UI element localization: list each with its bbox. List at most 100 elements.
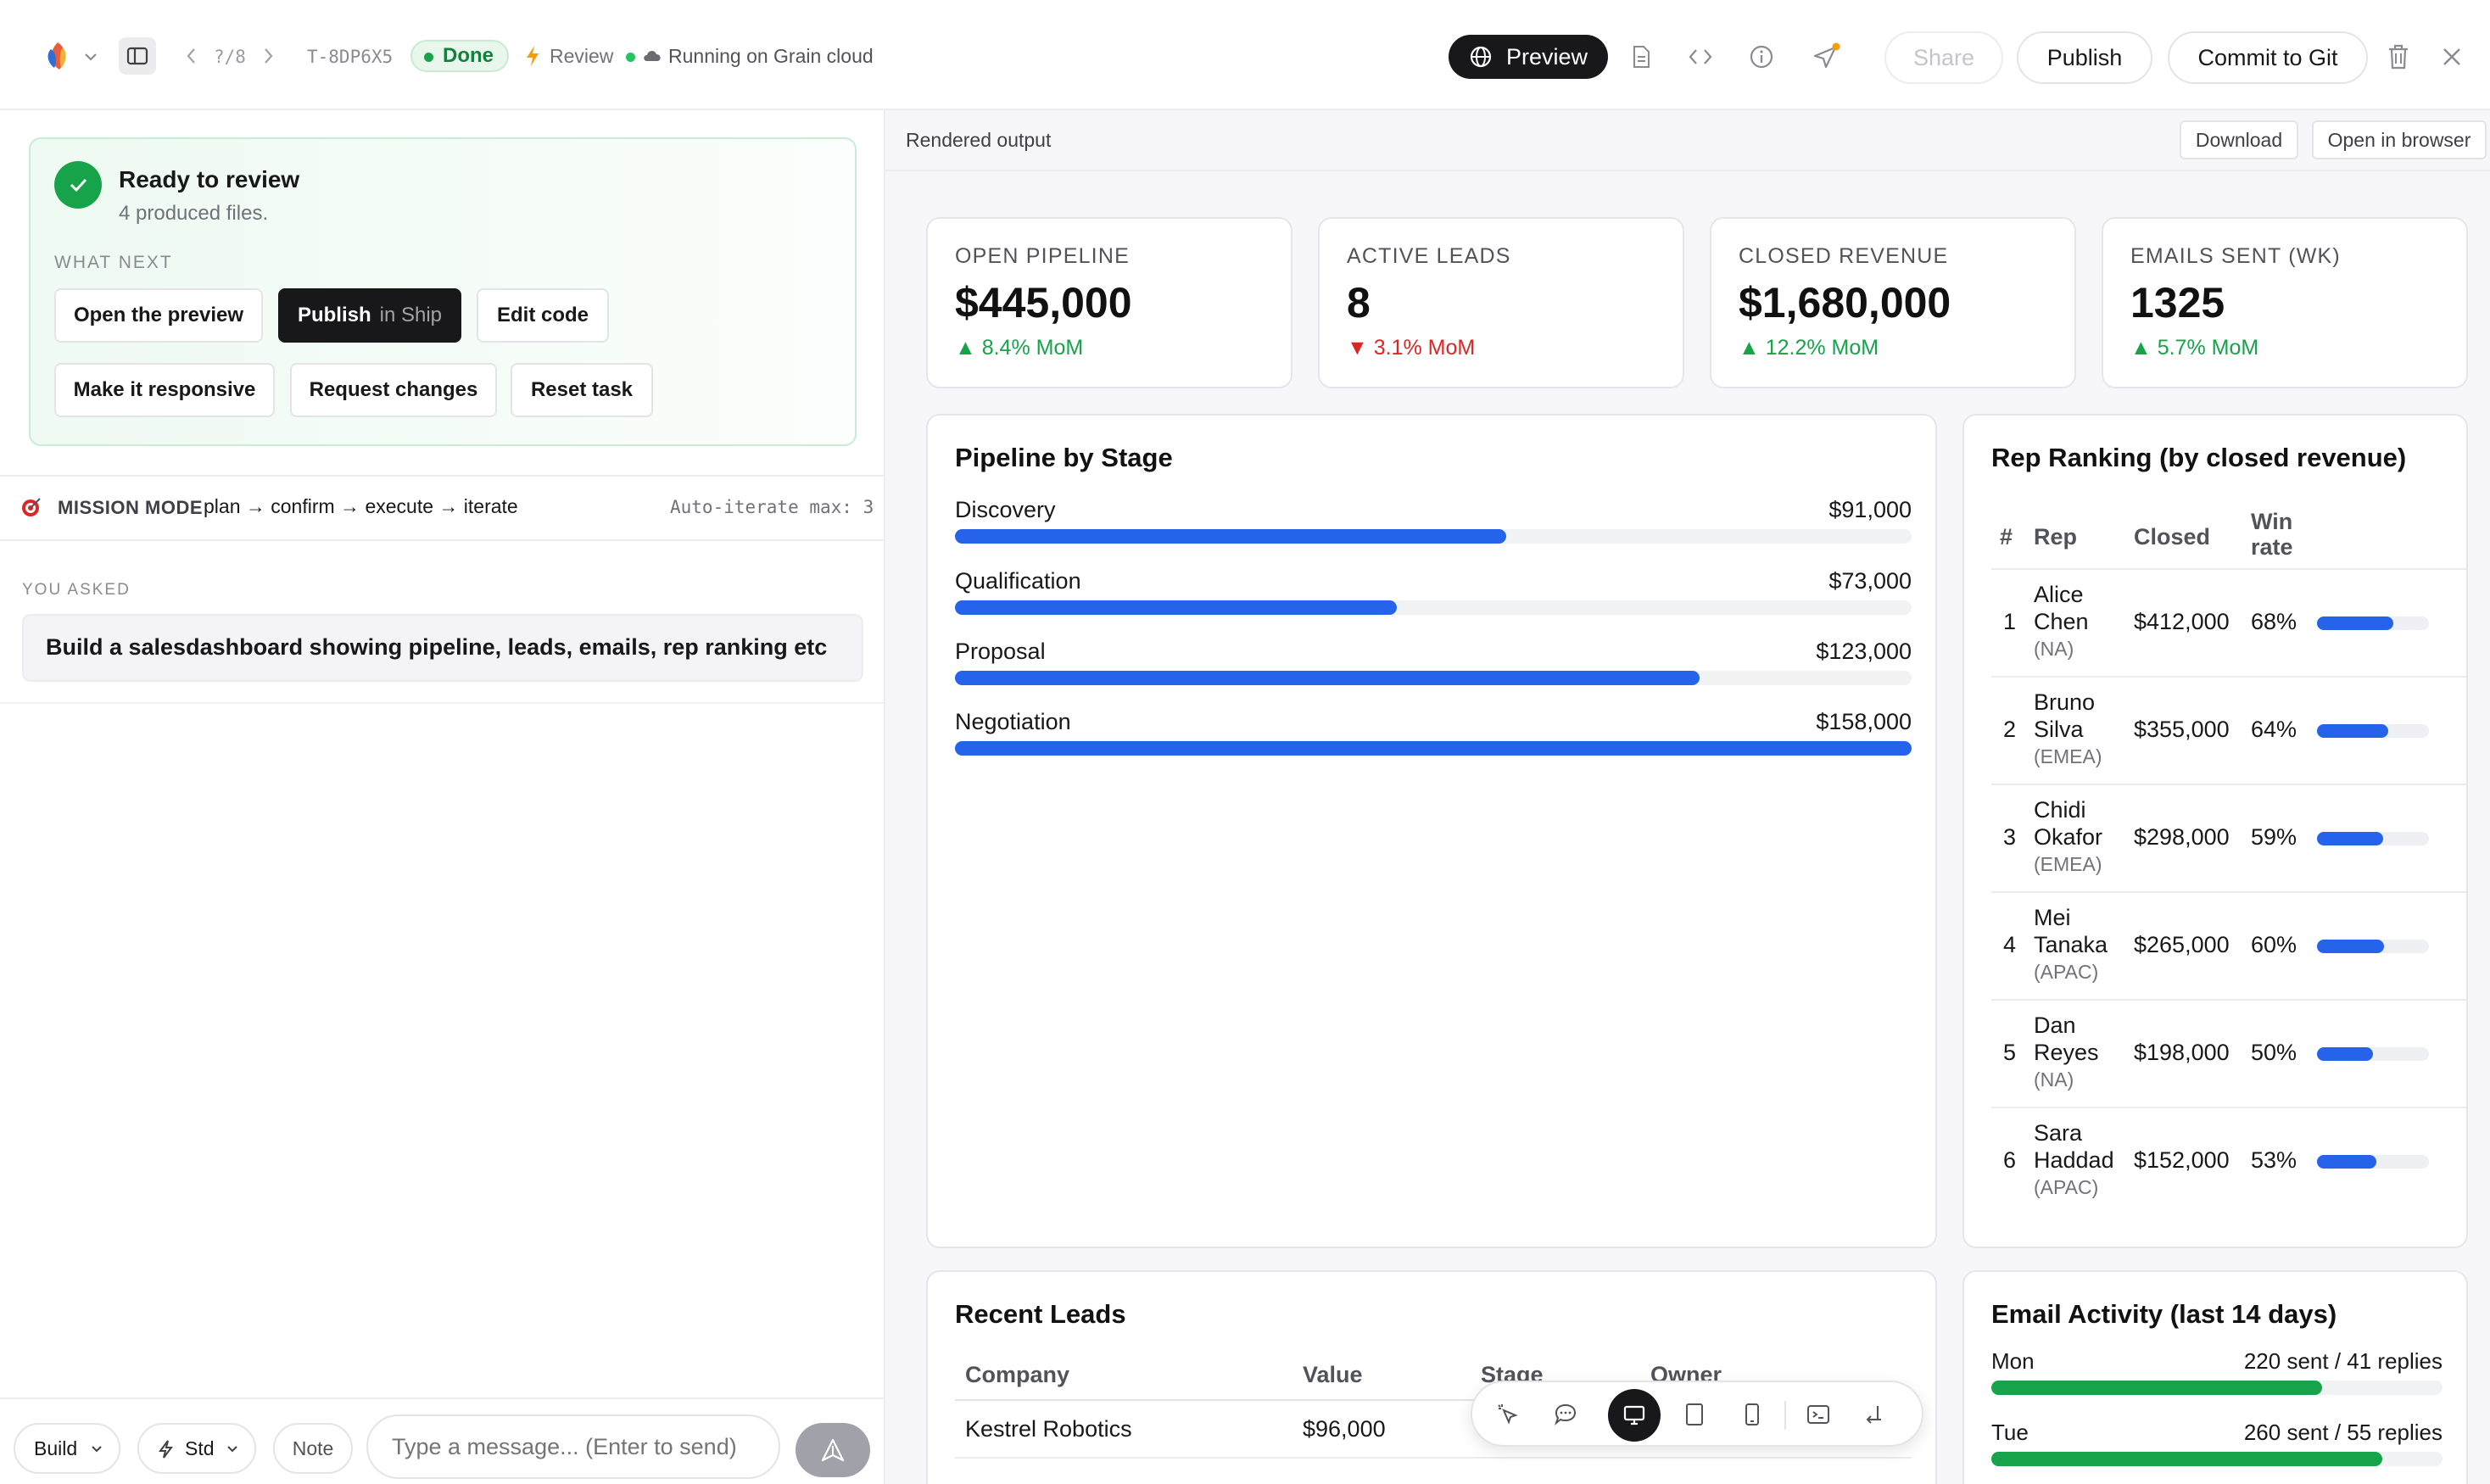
- preview-header: Rendered output Download Open in browser: [885, 110, 2490, 171]
- next-task-icon[interactable]: [258, 46, 278, 66]
- win-rate-track: [2317, 1155, 2429, 1169]
- rep-closed: $265,000: [2134, 932, 2230, 957]
- up-arrow-icon: ▲: [2130, 336, 2152, 360]
- top-bar: ?/8 T-8DP6X5 Done Review Running on Grai…: [0, 0, 2490, 110]
- mission-flow: plan → confirm → execute → iterate: [204, 495, 518, 517]
- rep-region: (NA): [2034, 1068, 2074, 1091]
- you-asked-label: YOU ASKED: [22, 581, 131, 599]
- lead-value: $96,000: [1303, 1416, 1386, 1442]
- info-icon[interactable]: [1747, 42, 1776, 71]
- rep-first-name: Alice: [2034, 582, 2084, 607]
- commit-to-git-button[interactable]: Commit to Git: [2168, 31, 2368, 84]
- email-day: Tue 260 sent / 55 replies: [1991, 1420, 2443, 1479]
- lightning-icon: [159, 1440, 173, 1459]
- divider: [0, 539, 884, 541]
- file-icon[interactable]: [1627, 42, 1655, 71]
- review-label[interactable]: Review: [550, 45, 614, 67]
- comment-icon[interactable]: [1549, 1398, 1583, 1431]
- previous-task-icon[interactable]: [181, 46, 202, 66]
- rep-last-name: Silva: [2034, 717, 2084, 742]
- download-button[interactable]: Download: [2180, 120, 2298, 159]
- rep-rank: 5: [2003, 1040, 2017, 1065]
- stage-name: Discovery: [955, 497, 1056, 522]
- console-icon[interactable]: [1801, 1398, 1835, 1431]
- rep-row[interactable]: 1 Alice Chen (NA) $412,000 68%: [1991, 568, 2466, 676]
- rep-first-name: Mei: [2034, 905, 2071, 930]
- running-dot-icon: [626, 53, 635, 62]
- edit-code-button[interactable]: Edit code: [477, 288, 609, 343]
- col-company: Company: [965, 1362, 1070, 1387]
- trash-icon[interactable]: [2383, 41, 2414, 73]
- dock-icon[interactable]: [1857, 1398, 1891, 1431]
- publish-top-button[interactable]: Publish: [2017, 31, 2152, 84]
- win-rate-track: [2317, 616, 2429, 630]
- rep-first-name: Sara: [2034, 1120, 2083, 1146]
- lead-company: Kestrel Robotics: [965, 1416, 1132, 1442]
- pipeline-title: Pipeline by Stage: [955, 443, 1173, 472]
- rep-row[interactable]: 6 Sara Haddad (APAC) $152,000 53%: [1991, 1107, 2466, 1214]
- message-input[interactable]: [366, 1414, 780, 1479]
- rep-first-name: Chidi: [2034, 797, 2086, 823]
- preview-button[interactable]: Preview: [1449, 35, 1608, 79]
- rep-row[interactable]: 3 Chidi Okafor (EMEA) $298,000 59%: [1991, 784, 2466, 891]
- pipeline-card: Pipeline by Stage Discovery $91,000 Qual…: [926, 414, 1937, 1248]
- recent-leads-card: Recent Leads Company Value Stage Owner K…: [926, 1270, 1937, 1484]
- open-preview-button[interactable]: Open the preview: [54, 288, 263, 343]
- win-rate-bar: [2317, 1047, 2373, 1061]
- email-track: [1991, 1381, 2443, 1395]
- rendered-output-title: Rendered output: [906, 129, 1052, 151]
- kpi-value: $445,000: [955, 279, 1132, 326]
- preview-label: Preview: [1506, 43, 1588, 70]
- kpi-label: OPEN PIPELINE: [955, 244, 1130, 268]
- mode-label: Build: [34, 1437, 78, 1459]
- mode-select[interactable]: Build: [14, 1423, 120, 1474]
- desktop-view-icon[interactable]: [1608, 1389, 1661, 1442]
- toolbar-divider: [1784, 1401, 1786, 1430]
- stage-value: $91,000: [1828, 497, 1912, 522]
- app-logo[interactable]: [41, 39, 75, 73]
- check-icon: [54, 161, 102, 209]
- tablet-view-icon[interactable]: [1678, 1398, 1711, 1431]
- note-button[interactable]: Note: [273, 1423, 353, 1474]
- rep-row[interactable]: 4 Mei Tanaka (APAC) $265,000 60%: [1991, 891, 2466, 999]
- lightning-icon: [524, 44, 541, 68]
- inspect-cursor-icon[interactable]: [1491, 1398, 1525, 1431]
- kpi-label: CLOSED REVENUE: [1739, 244, 1949, 268]
- rep-last-name: Okafor: [2034, 824, 2103, 850]
- email-sent-bar: [1991, 1381, 2323, 1395]
- col-win: Win: [2251, 509, 2293, 534]
- send-notify-icon[interactable]: [1810, 41, 1842, 73]
- rep-row[interactable]: 5 Dan Reyes (NA) $198,000 50%: [1991, 999, 2466, 1107]
- mission-mode-label: MISSION MODE: [58, 497, 204, 518]
- table-row[interactable]: Kestrel Robotics $96,000: [955, 1401, 1912, 1457]
- open-in-browser-button[interactable]: Open in browser: [2312, 120, 2487, 159]
- sidebar-toggle-icon[interactable]: [119, 37, 156, 75]
- chevron-down-icon: [227, 1446, 237, 1453]
- target-icon: [20, 496, 42, 518]
- make-responsive-button[interactable]: Make it responsive: [54, 363, 275, 417]
- send-button[interactable]: [796, 1423, 870, 1477]
- win-rate-track: [2317, 940, 2429, 953]
- reset-task-button[interactable]: Reset task: [511, 363, 653, 417]
- stage-name: Proposal: [955, 639, 1046, 664]
- win-rate-bar: [2317, 616, 2393, 630]
- stage-track: [955, 600, 1912, 615]
- rep-last-name: Reyes: [2034, 1040, 2099, 1065]
- tier-select[interactable]: Std: [137, 1423, 256, 1474]
- ready-subtitle: 4 produced files.: [119, 202, 269, 225]
- mobile-view-icon[interactable]: [1735, 1398, 1769, 1431]
- share-button[interactable]: Share: [1884, 31, 2003, 84]
- kpi-value: 1325: [2130, 279, 2225, 326]
- code-icon[interactable]: [1686, 42, 1715, 71]
- close-icon[interactable]: [2437, 42, 2466, 71]
- win-rate-bar: [2317, 832, 2383, 845]
- kpi-delta: ▲ 8.4% MoM: [955, 336, 1084, 360]
- rep-win-rate: 64%: [2251, 717, 2297, 742]
- email-track: [1991, 1452, 2443, 1466]
- request-changes-button[interactable]: Request changes: [290, 363, 497, 417]
- logo-menu-chevron-icon[interactable]: [80, 46, 102, 68]
- rep-row[interactable]: 2 Bruno Silva (EMEA) $355,000 64%: [1991, 676, 2466, 784]
- publish-in-ship-button[interactable]: Publish in Ship: [278, 288, 461, 343]
- publish-sub-label: in Ship: [379, 304, 443, 326]
- win-rate-bar: [2317, 940, 2385, 953]
